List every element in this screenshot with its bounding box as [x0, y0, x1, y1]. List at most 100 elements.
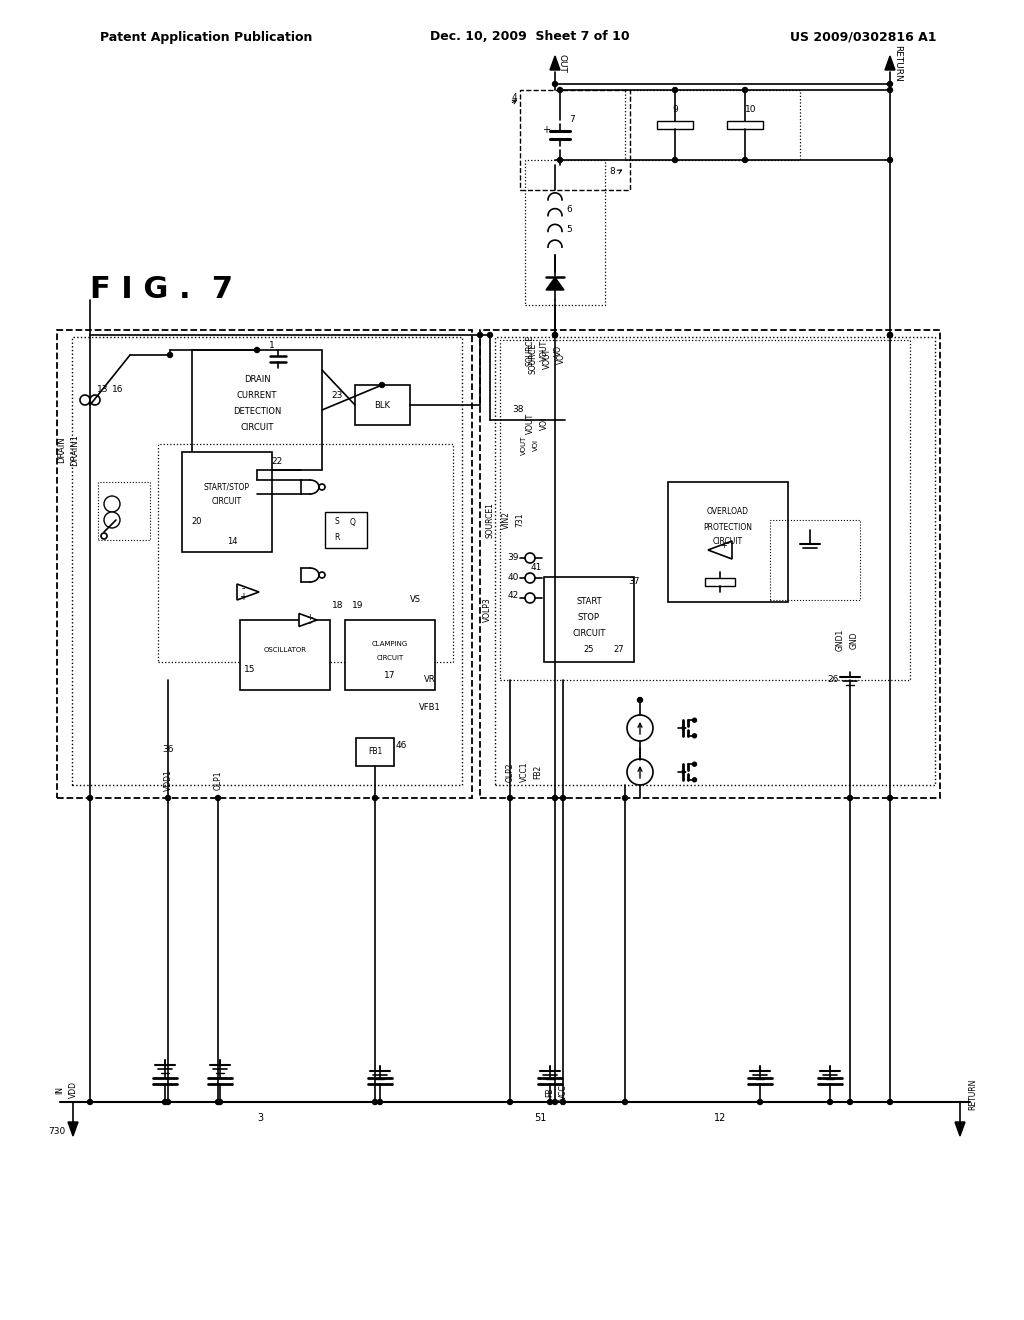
Text: FB1: FB1	[368, 747, 382, 756]
Circle shape	[888, 157, 893, 162]
Circle shape	[217, 1100, 222, 1105]
Bar	[705, 578, 735, 586]
Text: 730: 730	[48, 1127, 66, 1137]
Circle shape	[104, 512, 120, 528]
Circle shape	[319, 484, 325, 490]
Text: 19: 19	[352, 602, 364, 610]
Circle shape	[380, 383, 384, 388]
Circle shape	[104, 496, 120, 512]
Text: 9: 9	[672, 104, 678, 114]
Text: PROTECTION: PROTECTION	[703, 523, 753, 532]
Circle shape	[557, 87, 562, 92]
Circle shape	[553, 82, 557, 87]
Text: OLP1: OLP1	[213, 771, 222, 789]
Text: START/STOP: START/STOP	[204, 483, 250, 491]
Text: 20: 20	[191, 517, 203, 527]
Circle shape	[80, 395, 90, 405]
Bar	[480, 330, 940, 799]
Bar	[544, 577, 634, 663]
Text: SOURCE: SOURCE	[528, 342, 538, 374]
Polygon shape	[237, 583, 259, 601]
Circle shape	[742, 157, 748, 162]
Circle shape	[525, 593, 535, 603]
Circle shape	[758, 1100, 763, 1105]
Circle shape	[319, 572, 325, 578]
Polygon shape	[546, 277, 564, 290]
Circle shape	[692, 777, 696, 781]
Bar	[495, 337, 935, 785]
Circle shape	[560, 1100, 565, 1105]
Text: 17: 17	[384, 671, 395, 680]
Text: 38: 38	[512, 405, 523, 414]
Bar	[770, 520, 860, 601]
Text: 42: 42	[507, 591, 518, 601]
Polygon shape	[955, 1122, 965, 1137]
Circle shape	[87, 796, 92, 800]
Text: RETURN: RETURN	[969, 1078, 978, 1110]
Text: +: +	[239, 591, 247, 602]
Text: Dec. 10, 2009  Sheet 7 of 10: Dec. 10, 2009 Sheet 7 of 10	[430, 30, 630, 44]
Text: Q: Q	[350, 517, 356, 527]
Bar	[500, 341, 910, 680]
Circle shape	[742, 87, 748, 92]
Bar	[356, 738, 394, 766]
Text: DRAIN: DRAIN	[244, 375, 270, 384]
Text: VOUT: VOUT	[540, 339, 549, 360]
Text: CIRCUIT: CIRCUIT	[212, 498, 242, 507]
Bar	[193, 350, 322, 470]
Circle shape	[548, 1100, 553, 1105]
Circle shape	[525, 573, 535, 583]
Text: 22: 22	[271, 458, 283, 466]
Text: RETURN: RETURN	[893, 45, 902, 82]
Text: 731: 731	[515, 512, 524, 527]
Circle shape	[560, 796, 565, 800]
Polygon shape	[550, 55, 560, 70]
Bar	[657, 121, 693, 129]
Text: VCC: VCC	[558, 1084, 567, 1100]
Circle shape	[623, 796, 628, 800]
Circle shape	[627, 715, 653, 741]
Bar	[727, 121, 763, 129]
Text: -: -	[242, 583, 245, 593]
Circle shape	[163, 1100, 168, 1105]
Text: DETECTION: DETECTION	[232, 408, 282, 417]
Bar	[345, 620, 435, 690]
Circle shape	[101, 533, 106, 539]
Text: 25: 25	[584, 645, 594, 655]
Circle shape	[508, 1100, 512, 1105]
Circle shape	[888, 82, 893, 87]
Text: 12: 12	[714, 1113, 726, 1123]
Text: OLP2: OLP2	[506, 762, 514, 781]
Text: CIRCUIT: CIRCUIT	[713, 537, 743, 546]
Text: 1: 1	[269, 341, 274, 350]
Circle shape	[166, 796, 171, 800]
Text: 26: 26	[827, 676, 839, 685]
Circle shape	[553, 333, 557, 338]
Text: 7: 7	[569, 116, 574, 124]
Circle shape	[215, 796, 220, 800]
Circle shape	[553, 333, 557, 338]
Circle shape	[638, 697, 642, 702]
Circle shape	[373, 1100, 378, 1105]
Text: S: S	[335, 517, 339, 527]
Text: VOLP3: VOLP3	[482, 598, 492, 622]
Text: VCC1: VCC1	[519, 762, 528, 783]
Text: FB: FB	[546, 1088, 555, 1097]
Text: 3: 3	[257, 1113, 263, 1123]
Text: VOUT: VOUT	[521, 436, 527, 454]
Text: IN: IN	[55, 1086, 65, 1094]
Circle shape	[525, 553, 535, 564]
Text: SOURCE1: SOURCE1	[485, 502, 495, 539]
Text: +: +	[721, 541, 727, 550]
Circle shape	[553, 796, 557, 800]
Text: VO: VO	[556, 352, 565, 363]
Circle shape	[848, 796, 853, 800]
Text: 6: 6	[566, 206, 571, 214]
Circle shape	[692, 734, 696, 738]
Circle shape	[888, 87, 893, 92]
Circle shape	[215, 1100, 220, 1105]
Circle shape	[627, 759, 653, 785]
Text: GND: GND	[850, 631, 858, 648]
Polygon shape	[68, 1122, 78, 1137]
Circle shape	[378, 1100, 383, 1105]
